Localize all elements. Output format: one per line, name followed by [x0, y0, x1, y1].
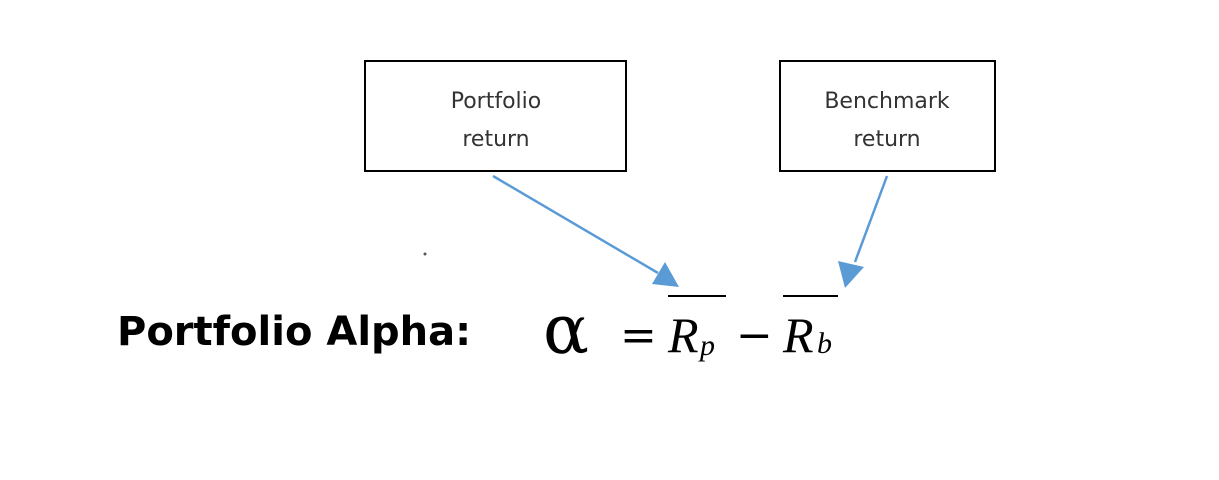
benchmark-return-label-line2: return [853, 127, 920, 152]
rb-main: R [782, 307, 814, 363]
equals-sign: = [620, 310, 657, 361]
benchmark-arrow-head [838, 261, 864, 288]
alpha-formula: α = R p − R b [543, 291, 838, 370]
portfolio-arrow-head [652, 262, 679, 287]
portfolio-arrow [492, 174, 679, 287]
benchmark-return-label-line1: Benchmark [824, 89, 950, 114]
portfolio-return-box-border [364, 60, 627, 172]
benchmark-return-box: Benchmark return [779, 60, 996, 172]
stray-dot [423, 252, 427, 256]
minus-sign: − [736, 310, 773, 361]
benchmark-arrow-line [853, 175, 889, 263]
portfolio-arrow-line [492, 174, 659, 275]
rp-subscript: p [698, 329, 715, 362]
alpha-symbol: α [543, 291, 589, 370]
portfolio-return-label-line1: Portfolio [451, 89, 542, 114]
rb-subscript: b [817, 327, 832, 360]
portfolio-return-label-line2: return [462, 127, 529, 152]
benchmark-arrow [838, 175, 889, 288]
rp-main: R [667, 307, 699, 363]
benchmark-return-box-border [779, 60, 996, 172]
portfolio-alpha-label: Portfolio Alpha: [117, 309, 471, 355]
portfolio-return-box: Portfolio return [364, 60, 627, 172]
